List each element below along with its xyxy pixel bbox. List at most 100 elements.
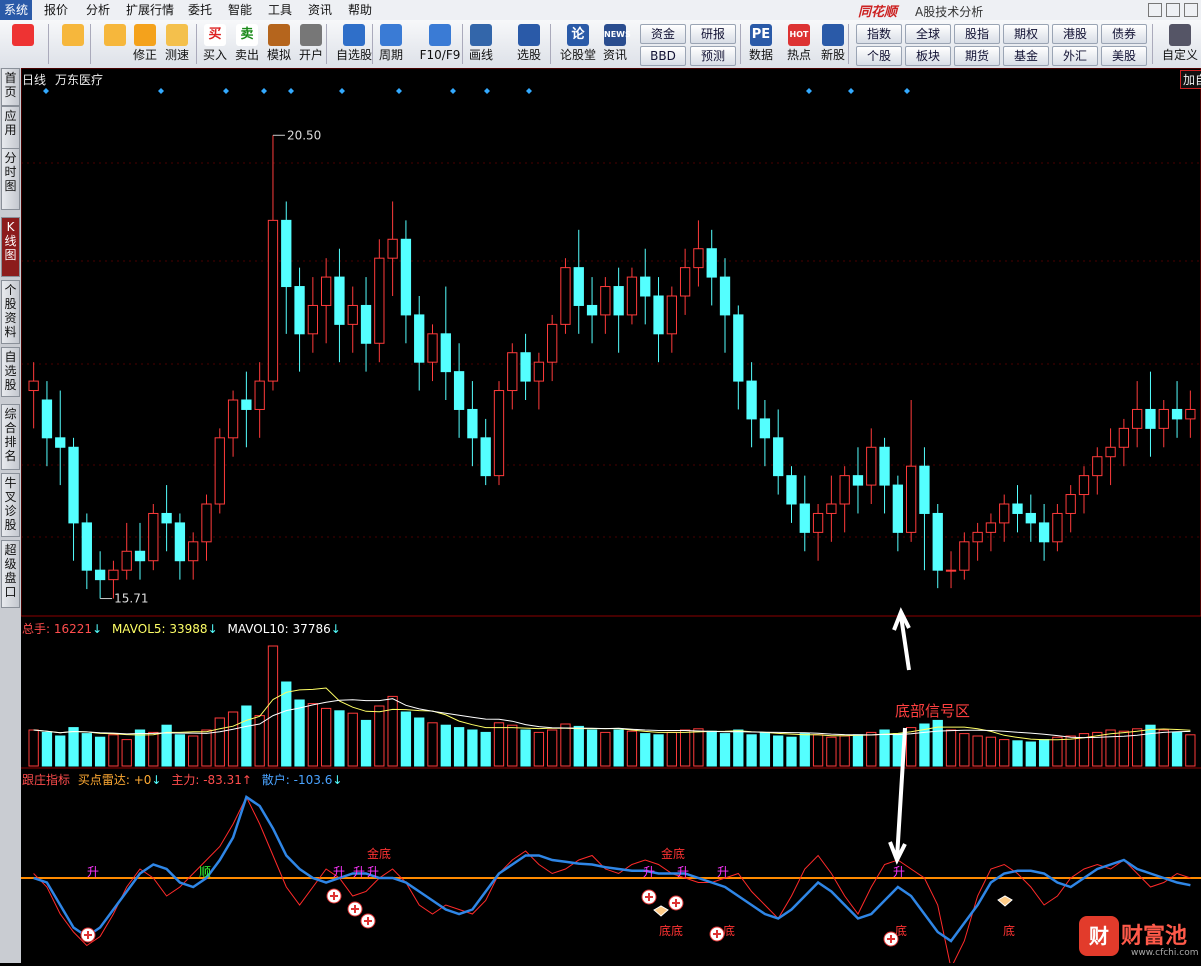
down-arrow-icon: ↓	[207, 622, 218, 636]
signal-golden-bottom-label: 金底	[661, 846, 685, 861]
quick-button-2-1[interactable]: 全球	[905, 24, 951, 44]
candle-body	[148, 512, 159, 562]
quick-button-3-0[interactable]: 个股	[856, 46, 902, 66]
toolbar-button-label: 开户	[298, 48, 323, 62]
toolbar-button-12[interactable]: 画线	[466, 20, 496, 68]
bottom-signal-annotation: 底部信号区	[895, 702, 971, 720]
quick-button-3-3[interactable]: 基金	[1003, 46, 1049, 66]
signal-bottom-label: 底	[1003, 923, 1015, 938]
candle-body	[945, 569, 957, 572]
volume-bar	[294, 699, 305, 767]
volume-bar	[1052, 736, 1063, 767]
menu-item-2[interactable]: 分析	[86, 3, 111, 17]
toolbar-button-14[interactable]: 论论股堂	[556, 20, 600, 68]
menu-item-3[interactable]: 扩展行情	[126, 3, 175, 17]
toolbar-button-7[interactable]: 模拟	[264, 20, 294, 68]
toolbar-button-15[interactable]: NEWS 资讯	[600, 20, 631, 68]
sidebar-tab-6[interactable]: 综合排名	[1, 404, 20, 470]
menu-item-7[interactable]: 资讯	[308, 3, 333, 17]
toolbar-icon-button-1[interactable]	[58, 20, 88, 68]
toolbar-button-4[interactable]: 测速	[162, 20, 192, 68]
pe-icon: PE	[750, 24, 772, 46]
toolbar-button-16[interactable]: PE 数据	[746, 20, 776, 68]
toolbar-button-17[interactable]: HOT 热点	[784, 20, 814, 68]
candle-body	[320, 276, 332, 306]
quick-button-1-1[interactable]: 预测	[690, 46, 736, 66]
toolbar-button-5[interactable]: 买买入	[200, 20, 230, 68]
kline-chart[interactable]: 20.5015.71升升升升升升升升顺金底 金底底底底底底	[20, 67, 1201, 966]
candle-body	[467, 408, 478, 439]
down-arrow-icon: ↓	[332, 773, 343, 787]
close-icon[interactable]	[1184, 3, 1198, 17]
retail-value: -103.6	[293, 773, 333, 787]
quick-button-2-4[interactable]: 港股	[1052, 24, 1098, 44]
volume-bar	[959, 733, 970, 767]
toolbar-button-18[interactable]: 新股	[818, 20, 848, 68]
candle-body	[241, 399, 252, 410]
quick-button-1-0[interactable]: BBD	[640, 46, 686, 66]
quick-button-0-1[interactable]: 研报	[690, 24, 736, 44]
candle-body	[959, 541, 970, 571]
menu-item-8[interactable]: 帮助	[348, 3, 373, 17]
sidebar-tab-3[interactable]: K线图	[1, 217, 20, 277]
sidebar-tab-2[interactable]: 分时图	[1, 148, 20, 210]
quick-button-3-5[interactable]: 美股	[1101, 46, 1147, 66]
candle-body	[1105, 446, 1116, 458]
quick-button-2-3[interactable]: 期权	[1003, 24, 1049, 44]
volume-bar	[1025, 741, 1036, 767]
toolbar: 修正 测速买买入卖卖出 模拟 开户 自选股 周期 F10/F9 画线 选股论论股堂 NEWS 资讯 P…	[0, 20, 1201, 69]
volume-bar	[972, 735, 983, 767]
toolbar-button-11[interactable]: F10/F9	[418, 20, 462, 68]
sidebar-tab-label: 牛叉诊股	[4, 476, 17, 532]
menu-item-5[interactable]: 智能	[228, 3, 253, 17]
toolbar-button-19[interactable]: 自定义	[1160, 20, 1200, 68]
add-button[interactable]: 加自	[1180, 70, 1201, 89]
toolbar-separator	[90, 24, 91, 64]
quick-button-2-2[interactable]: 股指	[954, 24, 1000, 44]
quick-button-2-0[interactable]: 指数	[856, 24, 902, 44]
toolbar-button-9[interactable]: 自选股	[332, 20, 376, 68]
buy-point-icon	[330, 892, 338, 900]
candle-body	[613, 286, 624, 316]
toolbar-button-13[interactable]: 选股	[514, 20, 544, 68]
candle-body	[759, 418, 771, 439]
sidebar-tab-0[interactable]: 首页	[1, 68, 20, 106]
candle-body	[799, 503, 810, 533]
volume-bar	[879, 729, 890, 767]
menu-item-1[interactable]: 报价	[44, 3, 69, 17]
quick-button-3-1[interactable]: 板块	[905, 46, 951, 66]
marker-diamond-icon	[848, 88, 854, 94]
quick-button-3-2[interactable]: 期货	[954, 46, 1000, 66]
sidebar-tab-5[interactable]: 自选股	[1, 347, 20, 397]
watermark-name: 财富池	[1121, 924, 1188, 949]
sell-icon: 卖	[236, 24, 258, 46]
toolbar-button-6[interactable]: 卖卖出	[232, 20, 262, 68]
toolbar-icon-button-0[interactable]	[8, 20, 38, 68]
toolbar-button-3[interactable]: 修正	[130, 20, 160, 68]
quick-button-2-5[interactable]: 债券	[1101, 24, 1147, 44]
quick-button-3-4[interactable]: 外汇	[1052, 46, 1098, 66]
menu-item-6[interactable]: 工具	[268, 3, 293, 17]
toolbar-button-10[interactable]: 周期	[376, 20, 406, 68]
volume-bar	[254, 715, 265, 767]
minimize-icon[interactable]	[1148, 3, 1162, 17]
high-price-label: 20.50	[287, 128, 321, 142]
maximize-icon[interactable]	[1166, 3, 1180, 17]
mavol10-line	[33, 698, 1191, 739]
quick-button-0-0[interactable]: 资金	[640, 24, 686, 44]
toolbar-icon-button-2[interactable]	[100, 20, 130, 68]
candle-body	[254, 380, 265, 410]
sidebar-tab-7[interactable]: 牛叉诊股	[1, 473, 20, 537]
toolbar-button-label: 画线	[468, 48, 493, 62]
retail-line	[33, 795, 1191, 943]
sidebar-tab-4[interactable]: 个股资料	[1, 280, 20, 344]
toolbar-button-8[interactable]: 开户	[296, 20, 326, 68]
sidebar-tab-8[interactable]: 超级盘口	[1, 540, 20, 608]
indicator-name[interactable]: 跟庄指标	[22, 773, 71, 787]
menu-item-4[interactable]: 委托	[188, 3, 213, 17]
menu-item-0[interactable]: 系统	[0, 0, 33, 20]
candle-body	[174, 522, 186, 562]
candle-body	[547, 323, 558, 363]
sidebar-tab-1[interactable]: 应用	[1, 106, 20, 150]
